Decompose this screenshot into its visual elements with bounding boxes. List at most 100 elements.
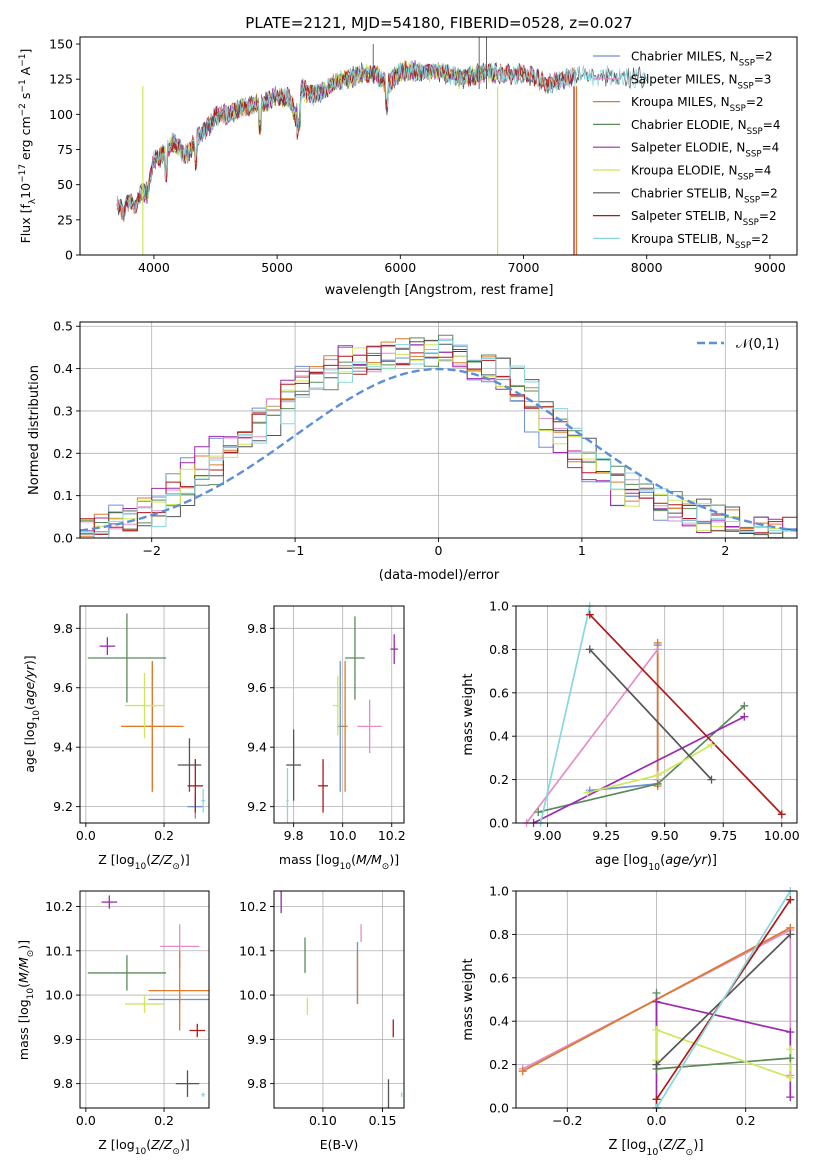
chart-age_vs_weight: 9.00 9.25 9.50 9.75 10.00 0.0 0.2 0.4 0.6 0.8 1.0 m… [461, 599, 800, 873]
weight-marker [740, 712, 749, 721]
plot-area [525, 606, 783, 823]
weight-marker [652, 1025, 661, 1034]
y-tick-label: 9.2 [247, 799, 267, 814]
x-tick-label: −1 [286, 543, 304, 558]
y-tick-label: 0.2 [489, 1057, 509, 1072]
weight-line [589, 614, 783, 815]
chart-z_vs_age: 0.0 0.2 9.2 9.4 9.6 9.8 Z [log10(Z/Z⊙)] age [lo… [22, 605, 210, 872]
y-tick-label: 75 [57, 142, 73, 157]
axes-frame [273, 605, 405, 824]
y-tick-label: 9.4 [53, 740, 73, 755]
weight-marker [585, 610, 594, 619]
x-tick-label: 0.0 [647, 1113, 667, 1128]
y-tick-label: 0.6 [489, 685, 509, 700]
weight-marker [653, 771, 662, 780]
y-axis-label: Flux [fλ10−17 erg cm−2 s−1 A−1] [18, 49, 38, 244]
y-axis-label: age [log10(age/yr)] [22, 655, 42, 772]
x-tick-label: 0.15 [369, 1113, 397, 1128]
weight-marker [786, 1073, 795, 1082]
x-tick-label: 5000 [261, 260, 293, 275]
x-tick-label: 9000 [754, 260, 786, 275]
y-tick-label: 10.1 [45, 943, 73, 958]
legend-label: 𝒩(0,1) [736, 337, 779, 352]
y-tick-label: 10.0 [239, 988, 267, 1003]
chart-z_vs_weight: −0.2 0.0 0.2 0.0 0.2 0.4 0.6 0.8 1.0 mass weight Z… [461, 884, 798, 1158]
chart-mass_vs_age: 9.8 10.0 10.2 9.2 9.4 9.6 9.8 mass [log10(M/M⊙)… [247, 605, 406, 872]
weight-marker [786, 1028, 795, 1037]
y-tick-label: 9.9 [53, 1032, 73, 1047]
weight-marker [786, 930, 795, 939]
y-tick-label: 100 [49, 107, 73, 122]
x-tick-label: 9.25 [592, 828, 620, 843]
x-tick-label: 8000 [631, 260, 663, 275]
y-tick-label: 9.8 [53, 621, 73, 636]
y-tick-label: 9.4 [247, 740, 267, 755]
y-tick-label: 1.0 [489, 884, 509, 899]
y-tick-label: 0.0 [489, 1101, 509, 1116]
weight-marker [518, 1067, 527, 1076]
plot-area [286, 616, 398, 823]
normal-curve [80, 367, 797, 532]
weight-marker [652, 997, 661, 1006]
x-tick-label: −2 [142, 543, 160, 558]
spectrum-line [141, 59, 498, 203]
y-tick-label: 125 [49, 72, 73, 87]
x-axis-label: wavelength [Angstrom, rest frame] [325, 283, 554, 298]
legend-label: Salpeter ELODIE, NSSP=4 [631, 141, 779, 160]
chart-residuals: −2 −1 0 1 2 0.0 0.1 0.2 0.3 0.4 0.5 (data-model)/er… [27, 319, 798, 583]
chart-z_vs_mass: 0.0 0.2 9.8 9.9 10.0 10.1 10.2 Z [log10(Z/Z⊙)] m… [16, 890, 210, 1157]
figure-title: PLATE=2121, MJD=54180, FIBERID=0528, z=0… [245, 14, 632, 32]
y-tick-label: 0.6 [489, 970, 509, 985]
x-tick-label: 0.0 [76, 828, 96, 843]
weight-marker [786, 895, 795, 904]
axes-frame [79, 890, 210, 1109]
spectrum-line [141, 61, 498, 201]
y-tick-label: 9.6 [53, 680, 73, 695]
y-tick-label: 10.2 [45, 899, 73, 914]
x-tick-label: 4000 [138, 260, 170, 275]
y-tick-label: 0.4 [489, 1014, 509, 1029]
plot-area [280, 891, 403, 1108]
y-tick-label: 0.1 [53, 488, 73, 503]
y-tick-label: 0.5 [53, 319, 73, 334]
legend-label: Salpeter MILES, NSSP=3 [631, 72, 771, 91]
weight-marker [653, 638, 662, 647]
y-tick-label: 0.8 [489, 642, 509, 657]
weight-line [589, 648, 713, 781]
legend: Chabrier MILES, NSSP=2 Salpeter MILES, NS… [593, 50, 780, 251]
plot-area [87, 895, 209, 1097]
histogram-step [80, 340, 797, 538]
weight-marker [786, 1093, 795, 1102]
axes-frame [515, 605, 798, 824]
chart-ebv_vs_mass: 0.10 0.15 9.8 9.9 10.0 10.1 10.2 E(B-V) [239, 890, 405, 1152]
weight-line [655, 1028, 792, 1079]
weight-marker [652, 1060, 661, 1069]
weight-marker [583, 788, 592, 797]
x-tick-label: 10.0 [329, 828, 357, 843]
x-axis-label: mass [log10(M/M⊙)] [279, 852, 399, 872]
legend-label: Chabrier STELIB, NSSP=2 [631, 186, 778, 205]
weight-line [539, 606, 591, 823]
weight-marker [534, 808, 543, 817]
x-tick-label: 9.00 [534, 828, 562, 843]
x-tick-label: 0 [435, 543, 443, 558]
y-tick-label: 1.0 [489, 599, 509, 614]
x-tick-label: 9.8 [284, 828, 304, 843]
weight-line [533, 715, 745, 823]
x-tick-label: 0.2 [154, 1113, 174, 1128]
x-tick-label: 10.00 [764, 828, 800, 843]
y-tick-label: 9.2 [53, 799, 73, 814]
weight-marker [585, 645, 594, 654]
y-axis-label: mass weight [461, 673, 476, 755]
x-tick-label: 9.50 [651, 828, 679, 843]
legend: 𝒩(0,1) [697, 337, 779, 352]
y-tick-label: 10.0 [45, 988, 73, 1003]
x-axis-label: Z [log10(Z/Z⊙)] [98, 1137, 189, 1157]
y-axis-label: Normed distribution [27, 365, 42, 495]
x-tick-label: 10.2 [378, 828, 406, 843]
y-tick-label: 0.2 [489, 772, 509, 787]
legend-label: Salpeter STELIB, NSSP=2 [631, 209, 777, 228]
y-axis-label: mass [log10(M/M⊙)] [16, 940, 36, 1060]
x-axis-label: (data-model)/error [379, 568, 500, 583]
legend-label: Kroupa MILES, NSSP=2 [631, 95, 764, 114]
